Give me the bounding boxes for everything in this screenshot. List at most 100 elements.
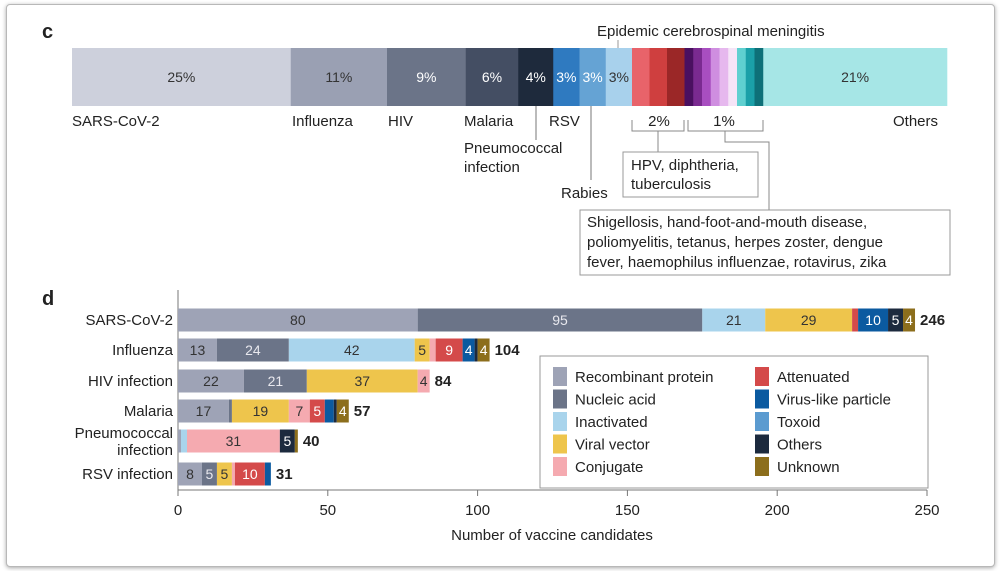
legend-swatch (553, 457, 567, 476)
label-pneumococcal-1: Pneumococcal (464, 140, 562, 157)
bar-segment (858, 308, 889, 332)
bar-segment (231, 399, 289, 423)
callout-1pct-line: Shigellosis, hand-foot-and-mouth disease… (587, 214, 867, 231)
category-label: infection (117, 442, 173, 459)
bar-segment (243, 369, 307, 393)
bar-segment (474, 338, 478, 362)
callout-box-1pct (579, 209, 951, 276)
callout-2pct-line: HPV, diphtheria, (631, 157, 739, 174)
bar-segment (649, 48, 668, 106)
value-label: 95 (552, 312, 568, 328)
group-label-2pct: 2% (648, 113, 670, 130)
value-label: 4 (420, 373, 428, 389)
bar-segment (178, 462, 202, 486)
category-label: Malaria (124, 403, 174, 420)
composition-bar: 25% 11% 9% 6% 4% 3% 3% 3% 21% (72, 48, 948, 106)
value-label: 42 (344, 342, 360, 358)
category-label: SARS-CoV-2 (85, 312, 173, 329)
segment-label: 3% (583, 69, 603, 85)
bar-segment (178, 338, 217, 362)
bar-segment (186, 429, 280, 453)
value-label: 4 (480, 342, 488, 358)
legend-label: Others (777, 437, 822, 454)
bar-segment (553, 48, 580, 106)
value-label: 5 (283, 433, 291, 449)
x-axis-label: Number of vaccine candidates (451, 527, 653, 544)
bar-segment (178, 429, 181, 453)
bar-segment (414, 338, 430, 362)
segment-label: 25% (167, 69, 195, 85)
segment-label: 6% (482, 69, 502, 85)
bar-segment (178, 308, 418, 332)
legend-swatch (553, 367, 567, 386)
bar-segment (417, 369, 430, 393)
bar-segment (306, 369, 418, 393)
value-label: 80 (290, 312, 306, 328)
bar-segment (745, 48, 755, 106)
bar-segment (309, 399, 325, 423)
value-label: 7 (295, 403, 303, 419)
value-label: 9 (445, 342, 453, 358)
legend-swatch (755, 434, 769, 454)
bar-segment (216, 462, 232, 486)
label-pneumococcal-2: infection (464, 159, 520, 176)
label-sars: SARS-CoV-2 (72, 113, 160, 130)
legend-label: Virus-like particle (777, 392, 891, 409)
x-tick-label: 200 (765, 502, 790, 519)
legend-label: Toxoid (777, 414, 820, 431)
bar-segment (228, 399, 232, 423)
bar-segment (290, 48, 388, 106)
label-rabies: Rabies (561, 185, 608, 202)
value-label: 4 (339, 403, 347, 419)
segment-label: 11% (325, 69, 352, 85)
x-tick-label: 100 (465, 502, 490, 519)
category-label: Influenza (112, 342, 174, 359)
bar-segment (465, 48, 519, 106)
category-label: RSV infection (82, 466, 173, 483)
value-label: 21 (726, 312, 742, 328)
group-label-1pct: 1% (713, 113, 735, 130)
panel-label-d: d (42, 288, 54, 310)
bar-segment (178, 399, 229, 423)
value-label: 21 (268, 373, 284, 389)
value-label: 37 (354, 373, 370, 389)
bar-segment (852, 308, 859, 332)
bar-segment (72, 48, 292, 106)
legend-label: Nucleic acid (575, 392, 656, 409)
legend-swatch (755, 412, 769, 431)
bar-segment (888, 308, 904, 332)
leader-line (724, 131, 770, 210)
bar-segment (234, 462, 265, 486)
value-label: 4 (465, 342, 473, 358)
total-label: 31 (276, 466, 293, 483)
category-label: HIV infection (88, 373, 173, 390)
label-malaria: Malaria (464, 113, 514, 130)
bar-segment (710, 48, 720, 106)
bar-segment (477, 338, 490, 362)
legend-box (539, 355, 929, 489)
category-label: Pneumococcal (75, 425, 173, 442)
label-meningitis: Epidemic cerebrospinal meningitis (597, 23, 825, 40)
callout-1pct-line: fever, haemophilus influenzae, rotavirus… (587, 254, 887, 271)
bar-segment (765, 308, 853, 332)
total-label: 104 (495, 342, 521, 359)
bar-segment (288, 399, 310, 423)
bar-segment (579, 48, 607, 106)
segment-label: 3% (609, 69, 629, 85)
value-label: 5 (892, 312, 900, 328)
bar-segment (754, 48, 764, 106)
bar-segment (667, 48, 685, 106)
legend: Recombinant protein Nucleic acid Inactivat… (539, 355, 929, 489)
bar-segment (336, 399, 349, 423)
legend-swatch (755, 367, 769, 386)
bar-segment (201, 462, 217, 486)
bar-segment (518, 48, 554, 106)
bar-segment (180, 429, 187, 453)
legend-swatch (553, 389, 567, 409)
label-hiv: HIV (388, 113, 413, 130)
value-label: 22 (203, 373, 219, 389)
label-influenza: Influenza (292, 113, 354, 130)
bar-segment (605, 48, 633, 106)
x-tick-label: 50 (319, 502, 336, 519)
